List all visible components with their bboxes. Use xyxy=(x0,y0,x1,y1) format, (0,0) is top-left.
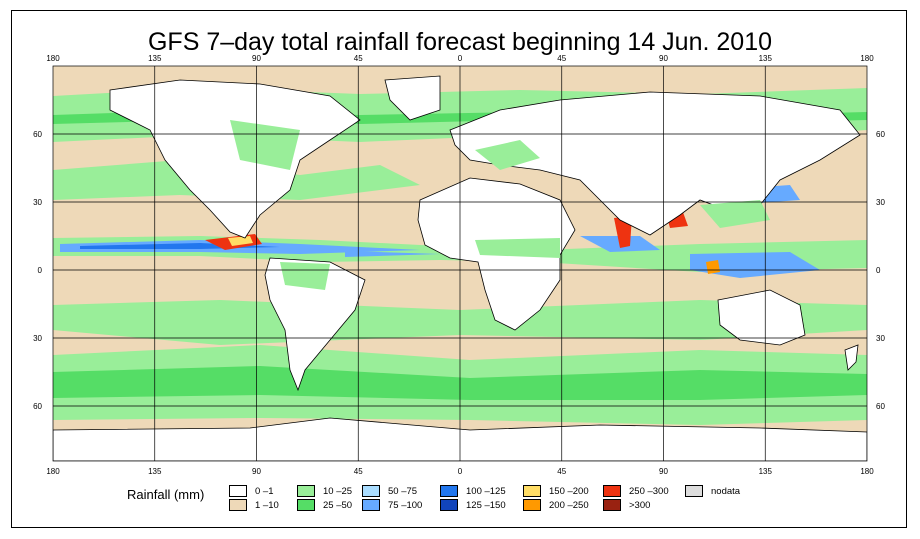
central-america-rain-core xyxy=(228,236,253,246)
right-latitude-labels: 60 30 0 30 60 xyxy=(876,130,885,411)
lat-label: 60 xyxy=(33,130,42,139)
lon-label: 180 xyxy=(860,467,874,476)
lat-label: 30 xyxy=(33,334,42,343)
east-asia-rain xyxy=(700,200,770,228)
lat-label: 60 xyxy=(876,130,885,139)
europe-rain xyxy=(475,140,540,170)
lon-label: 45 xyxy=(557,54,566,63)
map-title: GFS 7–day total rainfall forecast beginn… xyxy=(147,28,772,56)
lon-label: 0 xyxy=(458,54,463,63)
lon-label: 45 xyxy=(354,54,363,63)
top-longitude-labels: 180 135 90 45 0 45 90 135 180 xyxy=(46,54,874,63)
maritime-continent-rain xyxy=(690,252,820,278)
legend-label: nodata xyxy=(711,486,741,497)
borneo-heavy-rain xyxy=(706,260,720,274)
legend-swatch xyxy=(603,499,621,511)
lon-label: 90 xyxy=(659,467,668,476)
legend-label: 200 –250 xyxy=(549,500,589,511)
bottom-longitude-labels: 180 135 90 45 0 45 90 135 180 xyxy=(46,467,874,476)
lat-label: 30 xyxy=(876,198,885,207)
figure-frame xyxy=(11,10,907,528)
lat-label: 30 xyxy=(33,198,42,207)
lon-label: 135 xyxy=(759,54,773,63)
legend-label: 100 –125 xyxy=(466,486,506,497)
legend-label: 25 –50 xyxy=(323,500,353,511)
central-africa-rain xyxy=(475,238,560,258)
legend-swatch xyxy=(229,499,247,511)
legend-label: 50 –75 xyxy=(388,486,418,497)
legend-label: 150 –200 xyxy=(549,486,589,497)
legend-swatch xyxy=(523,485,541,497)
north-america-rain xyxy=(230,120,300,170)
lat-label: 30 xyxy=(876,334,885,343)
lon-label: 180 xyxy=(860,54,874,63)
amazon-rain xyxy=(280,262,330,290)
lon-label: 180 xyxy=(46,467,60,476)
legend-swatch xyxy=(685,485,703,497)
lon-label: 135 xyxy=(759,467,773,476)
legend-label: >300 xyxy=(629,500,651,511)
legend-label: 10 –25 xyxy=(323,486,353,497)
legend-label: 0 –1 xyxy=(255,486,274,497)
legend-label: 75 –100 xyxy=(388,500,423,511)
legend-swatch xyxy=(362,499,380,511)
legend-swatch xyxy=(603,485,621,497)
legend-label: 1 –10 xyxy=(255,500,279,511)
lon-label: 135 xyxy=(148,54,162,63)
lon-label: 135 xyxy=(148,467,162,476)
legend-label: 125 –150 xyxy=(466,500,506,511)
lon-label: 90 xyxy=(252,467,261,476)
lon-label: 0 xyxy=(458,467,463,476)
legend-label: 250 –300 xyxy=(629,486,669,497)
legend-swatch xyxy=(297,485,315,497)
new-zealand xyxy=(844,344,859,371)
legend-swatch xyxy=(523,499,541,511)
graticule xyxy=(52,65,868,462)
lat-label: 60 xyxy=(33,402,42,411)
itcz-atlantic-rain xyxy=(345,251,440,257)
australia xyxy=(717,289,806,346)
legend-swatch xyxy=(297,499,315,511)
legend-title: Rainfall (mm) xyxy=(127,487,205,502)
lat-label: 0 xyxy=(38,266,43,275)
lon-label: 45 xyxy=(557,467,566,476)
greenland xyxy=(384,75,441,121)
legend-swatch xyxy=(362,485,380,497)
lon-label: 90 xyxy=(659,54,668,63)
lon-label: 90 xyxy=(252,54,261,63)
lon-label: 45 xyxy=(354,467,363,476)
legend-swatch xyxy=(440,499,458,511)
lon-label: 180 xyxy=(46,54,60,63)
left-latitude-labels: 60 30 0 30 60 xyxy=(33,130,42,411)
south-america xyxy=(264,257,366,392)
lat-label: 0 xyxy=(876,266,881,275)
legend-swatch xyxy=(440,485,458,497)
legend-swatch xyxy=(229,485,247,497)
north-america xyxy=(109,79,361,239)
lat-label: 60 xyxy=(876,402,885,411)
